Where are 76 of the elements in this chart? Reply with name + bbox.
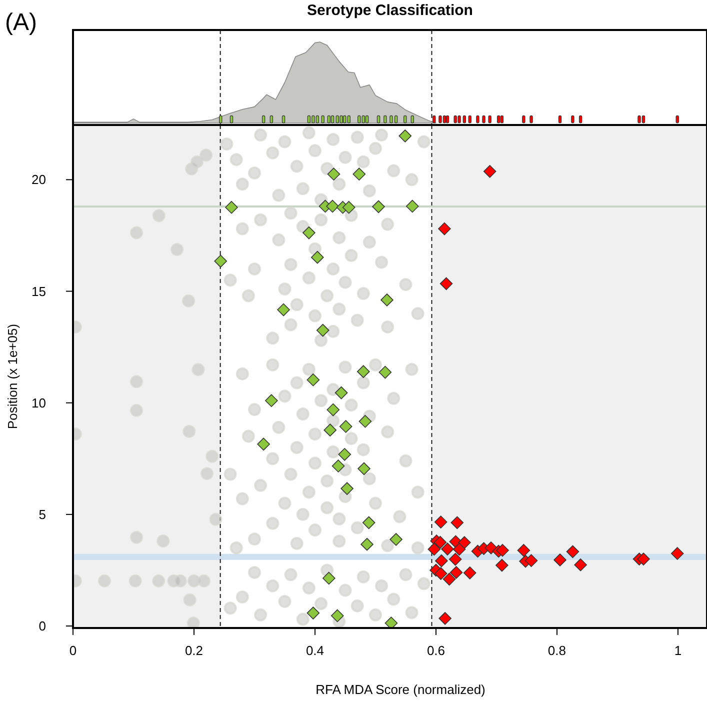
point <box>434 516 448 528</box>
point <box>302 226 316 240</box>
point <box>428 542 441 556</box>
text: (A) <box>5 9 37 36</box>
point <box>496 558 508 572</box>
point <box>496 544 509 557</box>
point <box>327 168 340 180</box>
x-tick-label: 1 <box>674 643 682 658</box>
y-tick-label: 20 <box>32 172 46 188</box>
point <box>339 420 352 433</box>
point <box>360 538 374 551</box>
point <box>440 277 453 290</box>
y-tick-label: 0 <box>38 618 46 634</box>
point <box>324 424 337 436</box>
x-tick-label: 0 <box>69 643 77 658</box>
point <box>458 536 471 549</box>
point <box>306 606 320 620</box>
point <box>438 612 452 625</box>
point <box>450 516 464 530</box>
point <box>450 566 463 579</box>
point <box>398 130 412 142</box>
point <box>265 394 278 408</box>
point <box>448 552 462 566</box>
point <box>338 448 352 461</box>
point <box>326 200 339 213</box>
point <box>356 365 370 378</box>
point <box>380 294 394 306</box>
point <box>362 516 376 530</box>
point <box>277 303 290 316</box>
point <box>434 536 447 549</box>
point <box>438 222 451 236</box>
point <box>483 165 496 178</box>
point <box>517 544 530 557</box>
point <box>384 616 398 628</box>
point <box>330 609 344 622</box>
point <box>316 324 330 337</box>
point <box>435 554 448 568</box>
point <box>322 572 336 585</box>
point <box>332 460 345 472</box>
point <box>452 542 466 556</box>
chart-title: Serotype Classification <box>307 2 473 19</box>
point <box>441 542 454 556</box>
y-axis-title: Position (x 1e+05) <box>5 324 20 430</box>
point <box>574 558 587 572</box>
point <box>306 373 320 386</box>
point <box>326 403 340 416</box>
x-tick-label: 0.2 <box>184 643 204 658</box>
point <box>524 554 538 568</box>
point <box>378 366 392 379</box>
point <box>311 250 324 264</box>
point <box>358 414 372 428</box>
point <box>670 547 684 560</box>
point <box>566 545 580 558</box>
x-tick-label: 0.6 <box>426 643 446 658</box>
point <box>342 200 356 214</box>
point <box>442 572 456 586</box>
point <box>554 554 566 566</box>
point <box>352 168 366 180</box>
point <box>390 533 402 546</box>
x-tick-label: 0.4 <box>306 643 324 658</box>
y-tick-label: 10 <box>32 395 46 410</box>
x-tick-label: 0.8 <box>548 643 566 658</box>
point <box>340 482 354 495</box>
x-axis-title: RFA MDA Score (normalized) <box>316 682 486 697</box>
point <box>406 200 419 213</box>
point <box>372 200 385 214</box>
point <box>358 462 370 476</box>
point <box>225 200 238 214</box>
point <box>214 254 228 268</box>
point <box>463 566 476 580</box>
y-tick-label: 15 <box>32 284 46 299</box>
point <box>257 438 270 451</box>
point <box>434 567 448 580</box>
point <box>637 552 650 566</box>
point <box>334 386 348 400</box>
y-tick-label: 5 <box>38 506 46 522</box>
